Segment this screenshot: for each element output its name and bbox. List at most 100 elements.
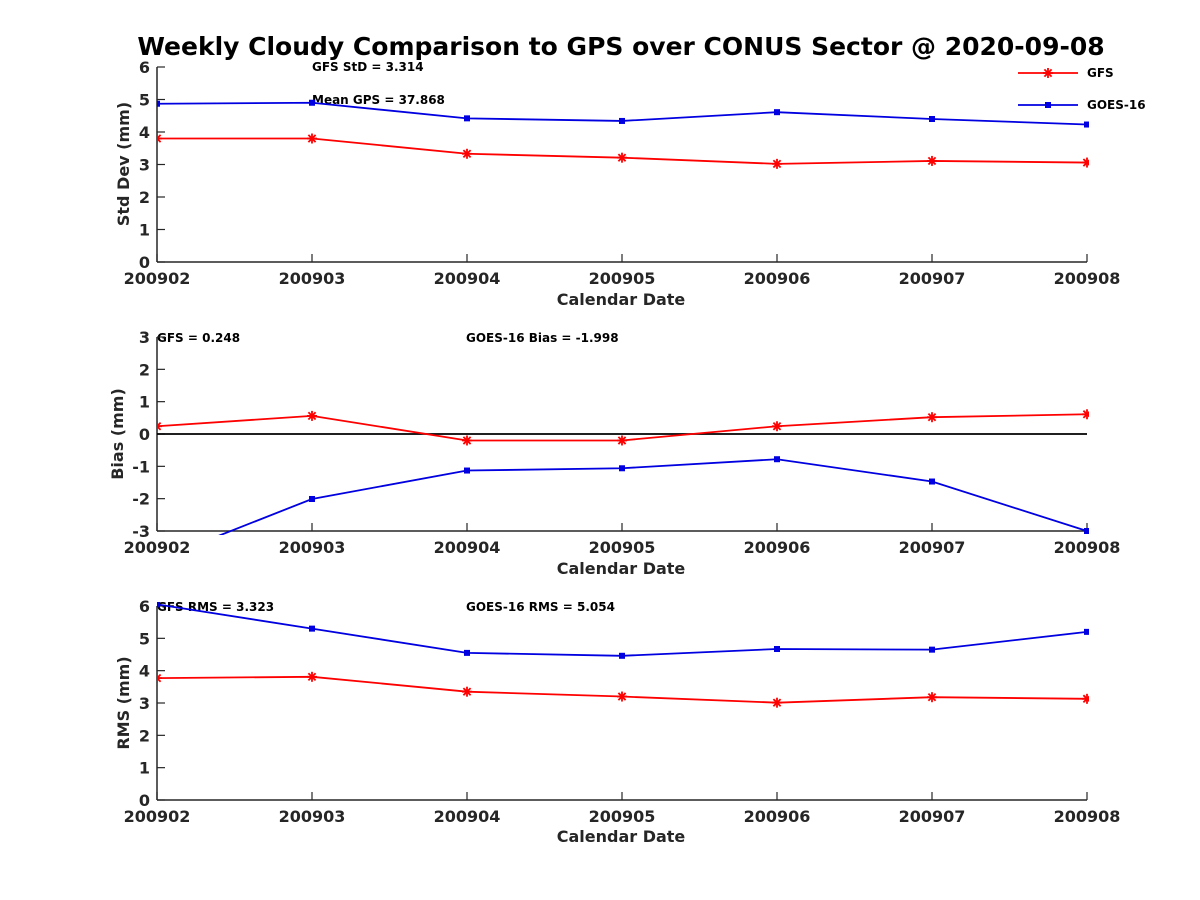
y-tick-label: 3 xyxy=(139,694,150,713)
data-point xyxy=(619,652,625,659)
y-tick-label: 1 xyxy=(139,759,150,778)
data-point xyxy=(1084,528,1089,534)
data-point xyxy=(154,557,160,563)
series-gfs-rms-mm xyxy=(157,671,1089,708)
legend-marker-symbol xyxy=(1045,102,1051,108)
x-tick-label: 200906 xyxy=(744,538,811,557)
legend-marker-gfs xyxy=(1043,68,1053,78)
x-tick-label: 200905 xyxy=(589,807,656,826)
y-tick-label: 6 xyxy=(139,58,150,77)
x-tick-label: 200902 xyxy=(124,269,191,288)
legend-marker-goes-16 xyxy=(1045,102,1051,108)
y-tick-label: -3 xyxy=(132,522,150,541)
data-point xyxy=(774,109,780,116)
data-point xyxy=(462,148,472,159)
y-tick-label: -1 xyxy=(132,457,150,476)
data-point xyxy=(772,421,782,432)
x-tick-label: 200902 xyxy=(124,807,191,826)
x-tick-label: 200905 xyxy=(589,538,656,557)
x-tick-label: 200903 xyxy=(279,538,346,557)
y-tick-label: 1 xyxy=(139,221,150,240)
series-gfs-bias-mm xyxy=(157,409,1089,446)
data-point xyxy=(927,692,937,703)
annotation-gfs-bias: GFS = 0.248 xyxy=(157,331,240,345)
data-point xyxy=(462,686,472,697)
legend-entry-goes-16: GOES-16 xyxy=(1018,98,1146,112)
data-point xyxy=(464,115,470,122)
y-tick-label: 5 xyxy=(139,629,150,648)
data-point xyxy=(309,495,315,502)
data-point xyxy=(1082,693,1089,704)
data-point xyxy=(307,671,317,682)
x-tick-label: 200906 xyxy=(744,807,811,826)
data-point xyxy=(464,649,470,656)
data-point xyxy=(1084,121,1089,128)
y-tick-label: 0 xyxy=(139,425,150,444)
data-point xyxy=(1082,157,1089,168)
data-point xyxy=(1082,409,1089,420)
x-tick-label: 200908 xyxy=(1054,269,1121,288)
data-point xyxy=(619,465,625,472)
annotation-goes-rms: GOES-16 RMS = 5.054 xyxy=(466,600,615,614)
series-gfs-std-dev-mm xyxy=(157,133,1089,169)
legend-label-gfs: GFS xyxy=(1087,66,1114,80)
xlabel-rms: Calendar Date xyxy=(557,827,686,846)
data-point xyxy=(157,673,162,684)
y-tick-label: 4 xyxy=(139,662,150,681)
data-point xyxy=(309,99,315,106)
x-tick-label: 200906 xyxy=(744,269,811,288)
data-point xyxy=(929,116,935,122)
data-point xyxy=(927,155,937,166)
data-point xyxy=(462,435,472,446)
legend: GFS GOES-16 xyxy=(1018,66,1146,112)
y-tick-label: 1 xyxy=(139,393,150,412)
x-tick-label: 200904 xyxy=(434,807,501,826)
y-tick-label: -2 xyxy=(132,490,150,509)
panel-rms: RMS (mm) Calendar Date GFS RMS = 3.323 G… xyxy=(114,600,685,846)
axes-std-dev-mm: 0 1 2 3 4 5 6 200902 200903 200904 200905 200906 200… xyxy=(124,58,1121,288)
data-point xyxy=(157,602,160,608)
data-point xyxy=(772,697,782,708)
x-tick-label: 200907 xyxy=(899,538,966,557)
legend-entry-gfs: GFS xyxy=(1018,66,1114,80)
y-tick-label: 0 xyxy=(139,791,150,810)
data-point xyxy=(617,435,627,446)
y-tick-label: 6 xyxy=(139,597,150,616)
data-point xyxy=(774,646,780,653)
data-point xyxy=(464,467,470,474)
chart-title: Weekly Cloudy Comparison to GPS over CON… xyxy=(137,32,1104,61)
x-tick-label: 200907 xyxy=(899,807,966,826)
annotation-mean-gps: Mean GPS = 37.868 xyxy=(312,93,445,107)
data-point xyxy=(307,133,317,144)
y-tick-label: 2 xyxy=(139,188,150,207)
panel-std-dev: Std Dev (mm) Calendar Date GFS StD = 3.3… xyxy=(114,60,685,309)
x-tick-label: 200907 xyxy=(899,269,966,288)
x-tick-label: 200902 xyxy=(124,538,191,557)
y-tick-label: 3 xyxy=(139,156,150,175)
data-point xyxy=(929,478,935,485)
series-goes-16-std-dev-mm xyxy=(157,99,1089,128)
legend-marker-symbol xyxy=(1043,68,1053,78)
data-point xyxy=(157,421,162,432)
x-tick-label: 200904 xyxy=(434,538,501,557)
series-goes-16-bias-mm xyxy=(154,456,1089,563)
panel-bias: Bias (mm) Calendar Date GFS = 0.248 GOES… xyxy=(108,331,685,578)
data-point xyxy=(772,158,782,169)
y-tick-label: 4 xyxy=(139,123,150,142)
x-tick-label: 200904 xyxy=(434,269,501,288)
series-line xyxy=(157,603,1088,657)
x-tick-label: 200908 xyxy=(1054,807,1121,826)
axes-rms-mm: 0 1 2 3 4 5 6 200902 200903 200904 200905 200906 200… xyxy=(124,597,1121,826)
data-point xyxy=(774,456,780,463)
y-tick-label: 3 xyxy=(139,328,150,347)
ylabel-rms: RMS (mm) xyxy=(114,656,133,749)
annotation-gfs-rms: GFS RMS = 3.323 xyxy=(157,600,274,614)
data-point xyxy=(157,100,160,107)
y-tick-label: 0 xyxy=(139,253,150,272)
annotation-gfs-std: GFS StD = 3.314 xyxy=(312,60,424,74)
data-point xyxy=(617,691,627,702)
annotation-goes-bias: GOES-16 Bias = -1.998 xyxy=(466,331,619,345)
y-tick-label: 5 xyxy=(139,91,150,110)
data-point xyxy=(309,625,315,632)
y-tick-label: 2 xyxy=(139,360,150,379)
